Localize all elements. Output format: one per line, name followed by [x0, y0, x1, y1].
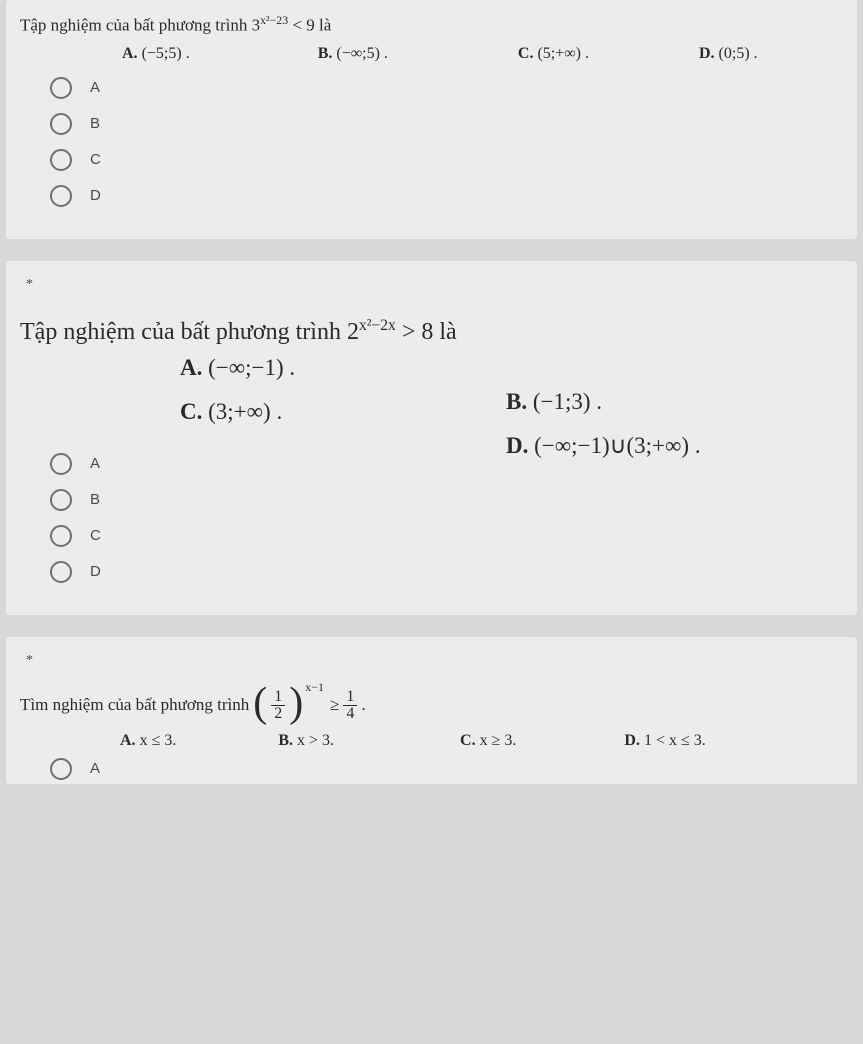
option-value-d: (−∞;−1)∪(3;+∞) .: [534, 433, 700, 459]
radio-label: D: [90, 563, 101, 580]
required-star: *: [26, 653, 843, 669]
options-row-1: A. (−∞;−1) . B. (−1;3) .: [20, 355, 843, 395]
option-value-d: (0;5) .: [719, 45, 758, 63]
radio-row-c[interactable]: C: [50, 149, 843, 171]
frac-num: 1: [343, 689, 357, 706]
radio-icon[interactable]: [50, 489, 72, 511]
option-letter-c: C.: [180, 399, 202, 425]
radio-label: A: [90, 79, 100, 96]
option-letter-c: C.: [518, 45, 534, 63]
option-letter-a: A.: [180, 355, 202, 381]
radio-row-c[interactable]: C: [50, 525, 843, 547]
fraction-1: 1 2: [271, 689, 285, 722]
radio-list: A B C D: [50, 453, 843, 583]
radio-label: A: [90, 455, 100, 472]
radio-list: A: [50, 758, 843, 780]
option-c-inline: C. (3;+∞) .: [180, 399, 843, 425]
tail: .: [361, 695, 365, 715]
question-stem: Tập nghiệm của bất phương trình 3x²−23 <…: [20, 10, 843, 41]
right-paren-icon: ): [289, 689, 303, 718]
radio-icon[interactable]: [50, 149, 72, 171]
radio-list: A B C D: [50, 77, 843, 207]
expr-base: 2: [347, 319, 359, 345]
option-value-c: x ≥ 3.: [480, 732, 517, 749]
radio-label: B: [90, 491, 100, 508]
option-a-inline: A. (−5;5) .: [122, 45, 190, 63]
option-c-inline: C. x ≥ 3.: [460, 732, 516, 750]
radio-label: C: [90, 527, 101, 544]
option-letter-d: D.: [624, 732, 640, 749]
relation: ≥: [330, 695, 339, 715]
expr-rel: > 8 là: [396, 319, 457, 345]
option-value-c: (5;+∞) .: [537, 45, 589, 63]
radio-icon[interactable]: [50, 758, 72, 780]
stem-text: Tìm nghiệm của bất phương trình: [20, 695, 249, 715]
radio-row-a[interactable]: A: [50, 77, 843, 99]
option-value-a: (−∞;−1) .: [208, 355, 295, 381]
option-value-c: (3;+∞) .: [208, 399, 282, 425]
option-letter-d: D.: [699, 45, 715, 63]
inline-options: A. x ≤ 3. B. x > 3. C. x ≥ 3. D. 1 < x ≤…: [20, 732, 843, 750]
required-star: *: [26, 277, 843, 293]
exponent: x−1: [305, 680, 324, 695]
radio-icon[interactable]: [50, 113, 72, 135]
expr-exp: x²−23: [260, 13, 288, 27]
radio-row-b[interactable]: B: [50, 113, 843, 135]
question-stem: Tìm nghiệm của bất phương trình ( 1 2 ) …: [20, 689, 843, 722]
frac-num: 1: [271, 689, 285, 706]
option-value-b: (−∞;5) .: [336, 45, 388, 63]
question-card-1: Tập nghiệm của bất phương trình 3x²−23 <…: [6, 0, 857, 239]
option-letter-c: C.: [460, 732, 476, 749]
question-card-3: * Tìm nghiệm của bất phương trình ( 1 2 …: [6, 637, 857, 784]
radio-label: D: [90, 187, 101, 204]
option-letter-d: D.: [506, 433, 528, 459]
option-letter-b: B.: [318, 45, 333, 63]
option-letter-a: A.: [122, 45, 138, 63]
radio-row-a[interactable]: A: [50, 758, 843, 780]
option-d-inline: D. (0;5) .: [699, 45, 758, 63]
stem-text: Tập nghiệm của bất phương trình: [20, 16, 252, 35]
option-value-b: x > 3.: [297, 732, 334, 749]
radio-icon[interactable]: [50, 77, 72, 99]
radio-row-d[interactable]: D: [50, 561, 843, 583]
option-value-a: x ≤ 3.: [140, 732, 177, 749]
radio-label: A: [90, 760, 100, 777]
option-letter-b: B.: [278, 732, 293, 749]
radio-row-a[interactable]: A: [50, 453, 843, 475]
option-c-inline: C. (5;+∞) .: [518, 45, 589, 63]
radio-icon[interactable]: [50, 561, 72, 583]
option-a-inline: A. x ≤ 3.: [120, 732, 176, 750]
option-b-inline: B. x > 3.: [278, 732, 334, 750]
radio-icon[interactable]: [50, 185, 72, 207]
option-a-inline: A. (−∞;−1) .: [180, 355, 843, 381]
option-d-inline: D. (−∞;−1)∪(3;+∞) .: [506, 433, 701, 459]
frac-den: 4: [343, 706, 357, 722]
radio-label: B: [90, 115, 100, 132]
left-paren-icon: (: [253, 689, 267, 718]
expr-exp: x²−2x: [359, 317, 396, 334]
radio-icon[interactable]: [50, 453, 72, 475]
stem-text: Tập nghiệm của bất phương trình: [20, 319, 347, 345]
question-card-2: * Tập nghiệm của bất phương trình 2x²−2x…: [6, 261, 857, 615]
option-letter-a: A.: [120, 732, 136, 749]
radio-label: C: [90, 151, 101, 168]
option-b-inline: B. (−∞;5) .: [318, 45, 388, 63]
option-value-d: 1 < x ≤ 3.: [644, 732, 706, 749]
options-row-2: C. (3;+∞) . D. (−∞;−1)∪(3;+∞) .: [20, 399, 843, 439]
expr-rel: < 9 là: [288, 16, 331, 35]
question-stem: Tập nghiệm của bất phương trình 2x²−2x >…: [20, 313, 843, 351]
frac-den: 2: [271, 706, 285, 722]
inline-options: A. (−5;5) . B. (−∞;5) . C. (5;+∞) . D. (…: [20, 45, 843, 63]
fraction-2: 1 4: [343, 689, 357, 722]
radio-icon[interactable]: [50, 525, 72, 547]
radio-row-b[interactable]: B: [50, 489, 843, 511]
option-value-a: (−5;5) .: [142, 45, 190, 63]
option-d-inline: D. 1 < x ≤ 3.: [624, 732, 705, 750]
radio-row-d[interactable]: D: [50, 185, 843, 207]
expr-base: 3: [252, 16, 261, 35]
